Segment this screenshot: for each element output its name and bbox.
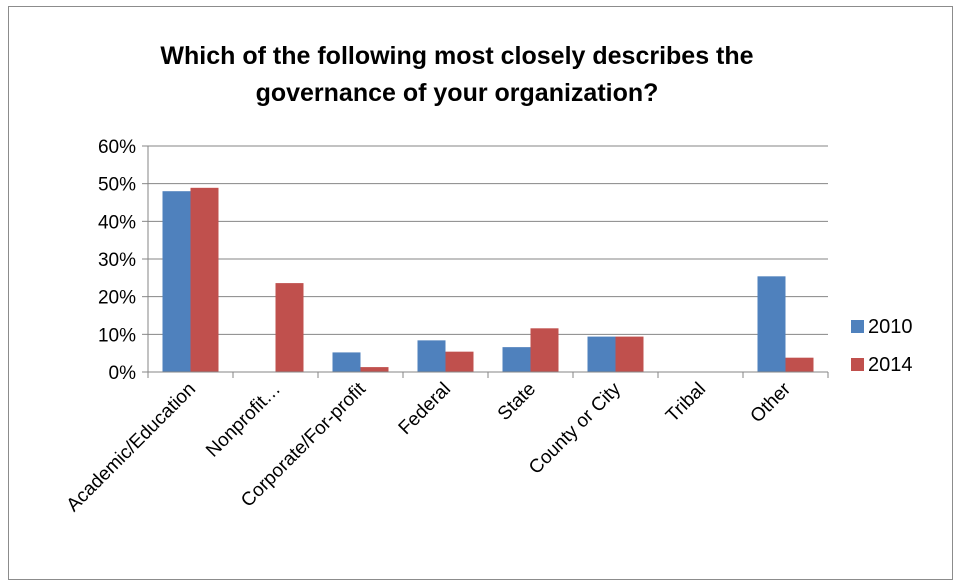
y-tick-label: 60% [98, 137, 136, 158]
y-tick-label: 0% [109, 363, 137, 384]
y-tick-label: 30% [98, 250, 136, 271]
bar [162, 191, 191, 372]
y-tick-label: 50% [98, 175, 136, 196]
gridlines [148, 145, 828, 335]
legend-label: 2010 [868, 316, 913, 338]
y-tick-label: 40% [98, 212, 136, 233]
bar [530, 328, 559, 372]
x-tick-label: Other [747, 378, 796, 427]
y-tick-label: 10% [98, 325, 136, 346]
bar [502, 347, 531, 372]
chart-title-line-1: Which of the following most closely desc… [160, 42, 753, 70]
legend-swatch [851, 320, 864, 333]
x-tick-label: Nonprofit… [202, 379, 285, 462]
x-tick-labels: Academic/Education Nonprofit…Corporate/Fo… [63, 378, 796, 516]
chart-frame: Which of the following most closely desc… [8, 6, 953, 580]
bars [162, 187, 814, 372]
y-tick-labels: 0% 10% 20% 30% 40% 50% 60% [98, 137, 136, 384]
x-tick-label: Academic/Education [63, 379, 200, 516]
bar [332, 352, 361, 372]
bar [275, 283, 304, 372]
bar [445, 351, 474, 372]
bar [587, 336, 616, 372]
bar [190, 187, 219, 372]
chart-title-line-2: governance of your organization? [256, 79, 659, 107]
bar [785, 357, 814, 372]
x-tick-label: Tribal [662, 379, 710, 427]
axes [142, 145, 829, 378]
bar [757, 276, 786, 372]
bar [615, 336, 644, 372]
chart-title: Which of the following most closely desc… [160, 42, 753, 107]
legend-swatch [851, 358, 864, 371]
x-tick-label: Federal [395, 379, 455, 439]
bar [417, 340, 446, 372]
x-tick-label: County or City [525, 378, 625, 478]
y-tick-label: 20% [98, 288, 136, 309]
legend: 2010 2014 [851, 316, 913, 376]
chart-svg: Which of the following most closely desc… [63, 42, 913, 516]
bar [360, 367, 389, 372]
x-tick-label: State [494, 379, 540, 425]
legend-label: 2014 [868, 354, 913, 376]
